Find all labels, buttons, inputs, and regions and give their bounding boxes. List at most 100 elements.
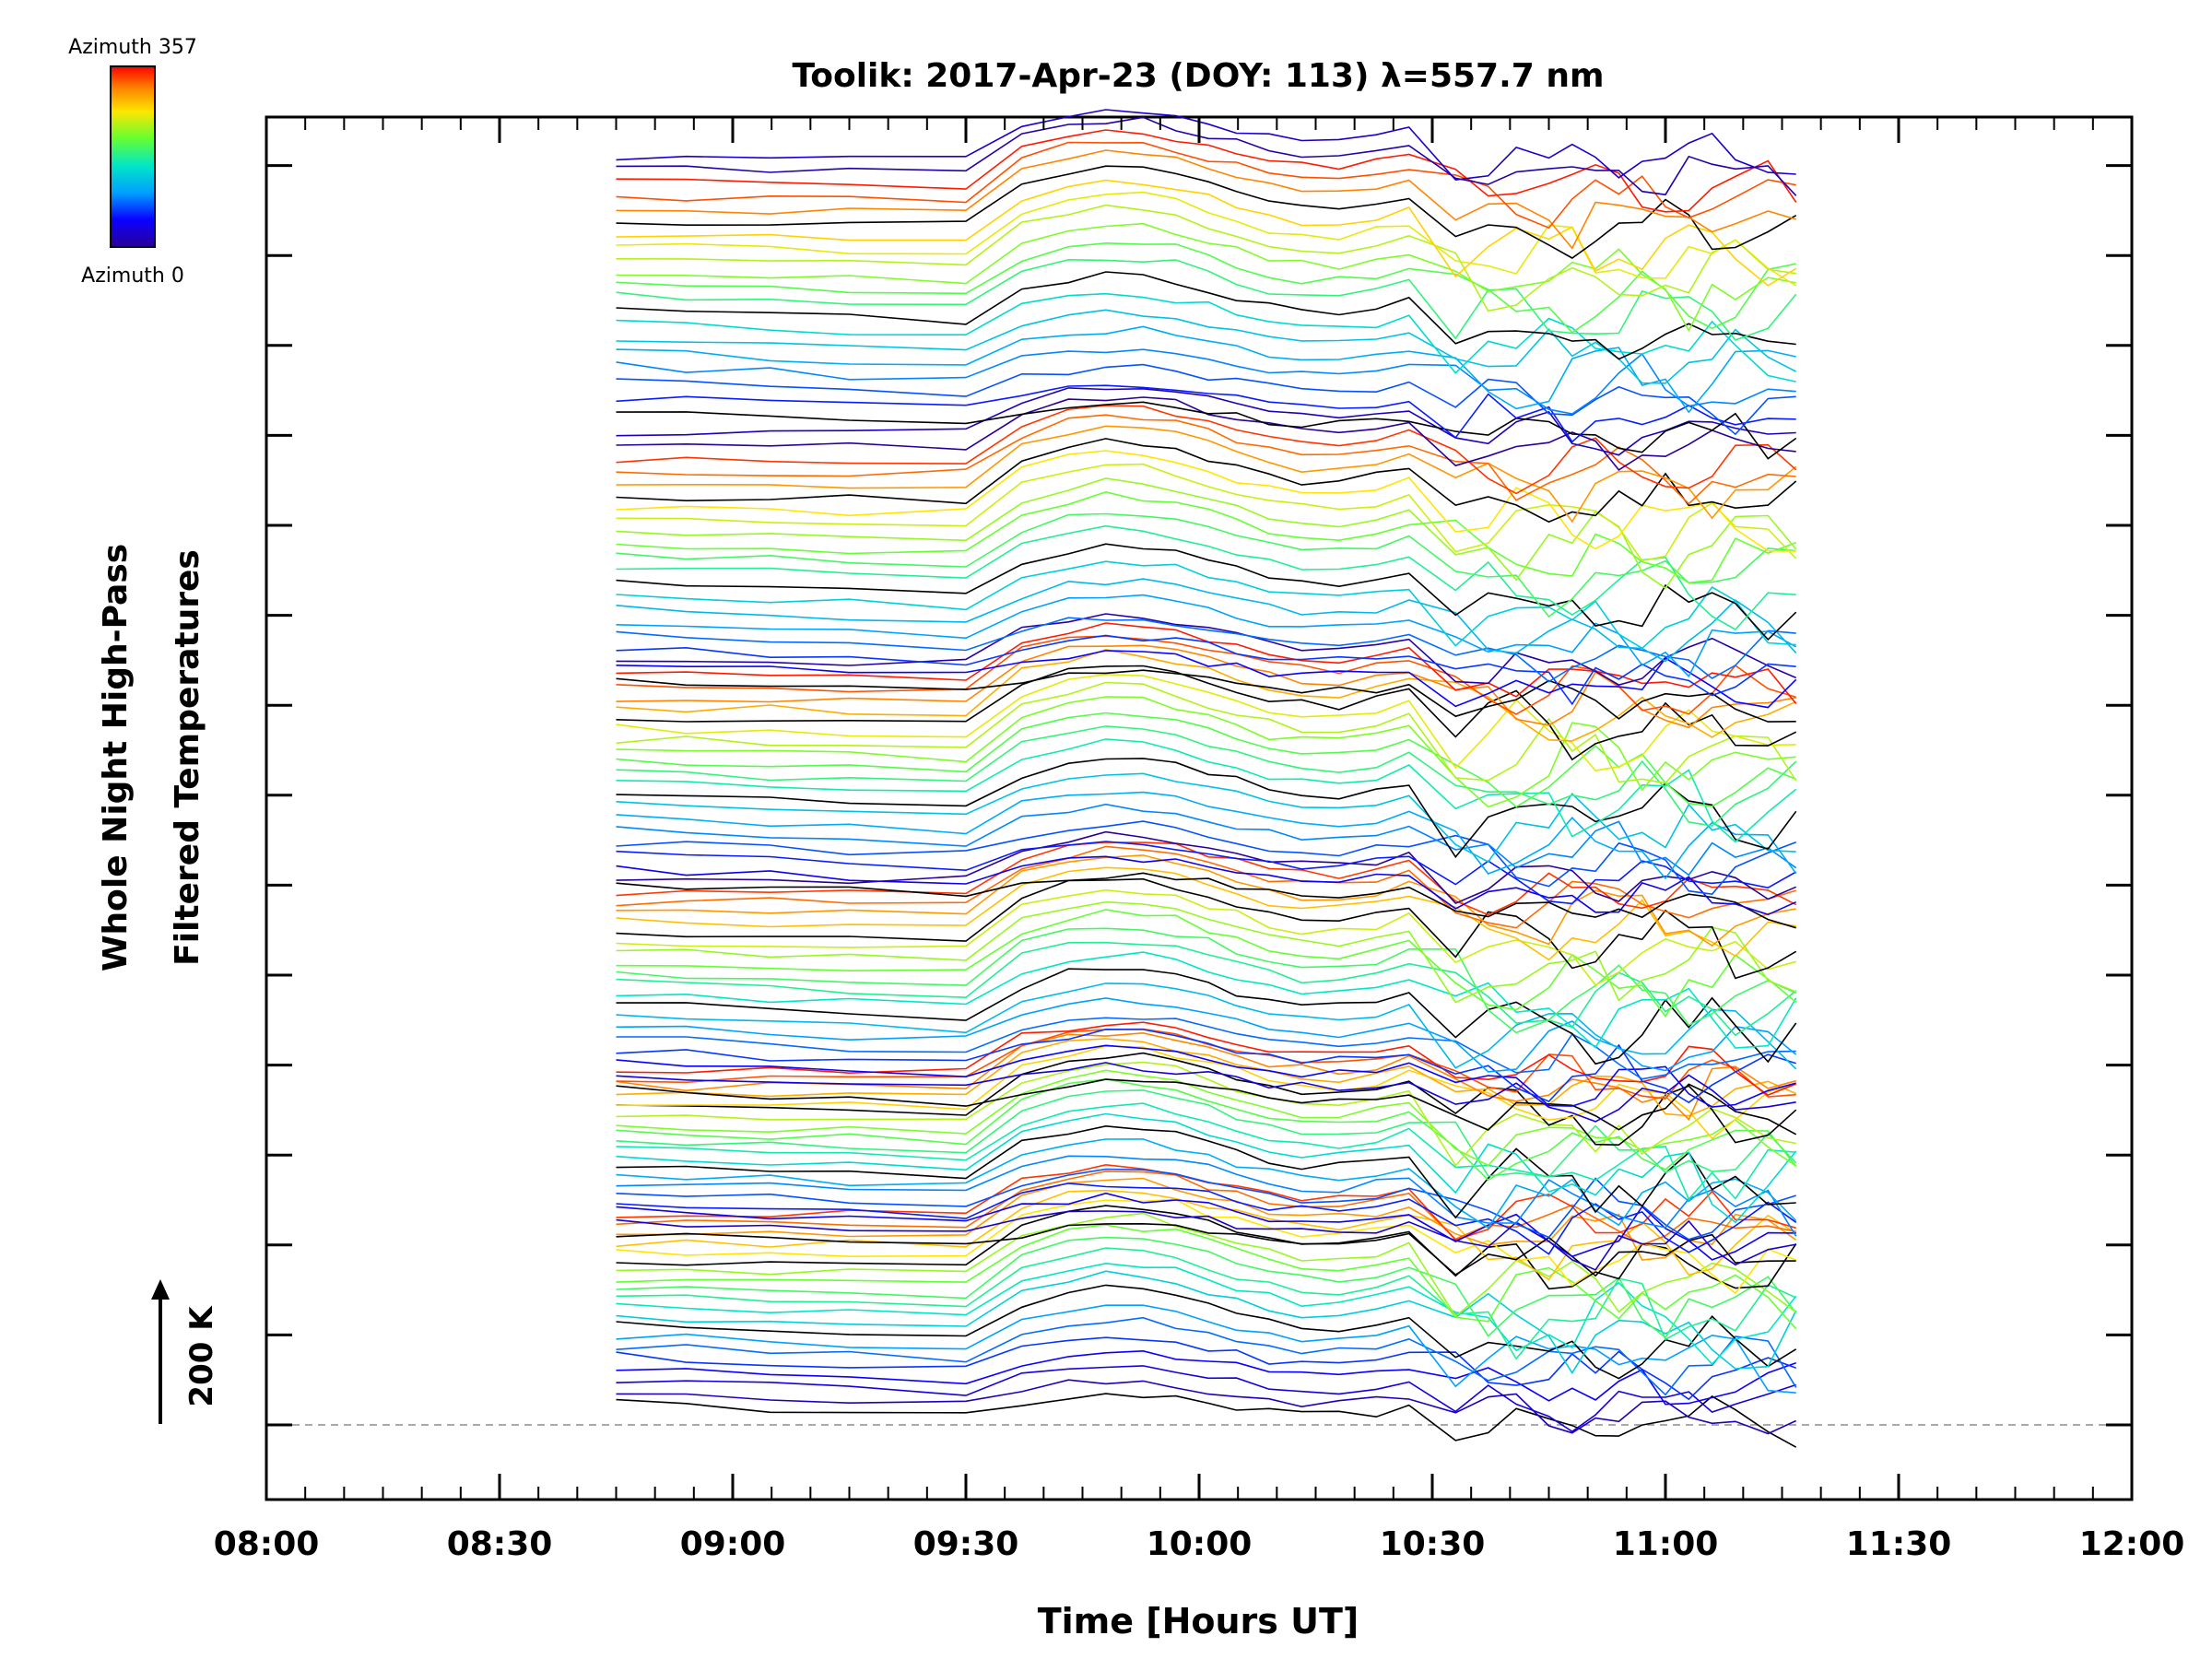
trace-line [616,1168,1796,1241]
trace-line [616,241,1796,334]
trace-line [616,803,1797,877]
y-axis-label-line2: Filtered Temperatures [169,549,206,966]
trace-line [616,1124,1796,1219]
trace-line [616,1163,1796,1241]
trace-line [616,1210,1796,1271]
trace-line [616,463,1797,562]
trace-line [616,1270,1797,1375]
trace-line [616,982,1797,1070]
trace-line [616,204,1796,312]
trace-line [616,772,1796,864]
scale-arrow-head [151,1279,170,1300]
trace-line [616,888,1796,986]
x-tick-label: 12:00 [2079,1525,2185,1563]
trace-line [616,872,1796,929]
x-tick-label: 09:00 [680,1525,786,1563]
colorbar-top-label: Azimuth 357 [68,36,197,59]
trace-line [616,665,1797,761]
x-tick-label: 11:30 [1846,1525,1952,1563]
trace-line [616,149,1796,250]
trace-line [616,1028,1796,1100]
trace-line [616,1112,1797,1224]
trace-line [616,1182,1797,1255]
trace-line [616,1102,1796,1201]
trace-line [616,866,1796,961]
trace-line [616,309,1797,384]
trace-line [616,179,1797,287]
trace-line [616,1077,1797,1182]
trace-line [616,854,1796,947]
trace-line [616,524,1796,631]
trace-line [616,1224,1797,1330]
trace-line [616,578,1797,663]
trace-line [616,909,1797,1018]
trace-line [616,396,1796,471]
trace-line [616,450,1796,552]
trace-line [616,1017,1796,1080]
trace-line [616,414,1796,505]
azimuth-colorbar: Azimuth 357 Azimuth 0 [68,36,197,288]
trace-line [616,1262,1797,1366]
trace-line [616,1222,1796,1277]
trace-line [616,681,1797,784]
scale-label: 200 K [183,1305,220,1407]
trace-line [616,109,1796,181]
trace-line [616,512,1796,618]
trace-line [616,222,1796,333]
trace-line [616,1138,1797,1230]
trace-line [616,271,1796,360]
trace-line [616,1379,1797,1435]
chart-title: Toolik: 2017-Apr-23 (DOY: 113) λ=557.7 n… [792,57,1604,95]
trace-line [616,292,1796,382]
x-tick-label: 10:30 [1380,1525,1486,1563]
colorbar-bottom-label: Azimuth 0 [81,265,184,288]
trace-line [616,791,1797,880]
x-axis-label: Time [Hours UT] [1038,1601,1359,1641]
trace-line [616,348,1796,415]
trace-line [616,1170,1796,1246]
trace-line [616,405,1797,495]
trace-line [616,543,1797,641]
trace-line [616,968,1797,1065]
trace-line [616,1316,1797,1396]
trace-line [616,363,1796,436]
trace-line [616,1155,1797,1237]
trace-line [616,116,1797,196]
trace-line [616,1212,1797,1318]
trace-line [616,560,1796,650]
trace-line [616,927,1797,1034]
trace-group [616,109,1797,1448]
trace-line [616,1365,1796,1433]
trace-line [616,820,1796,896]
trace-line [616,1069,1797,1167]
trace-line [616,438,1797,524]
trace-line [616,141,1796,229]
trace-line [616,401,1797,460]
trace-line [616,845,1796,929]
trace-line [616,477,1797,590]
trace-line [616,877,1797,980]
trace-line [616,951,1797,1049]
trace-line [616,1336,1796,1401]
trace-line [616,1189,1797,1281]
y-axis-label-line1: Whole Night High-Pass [97,544,135,971]
x-tick-label: 10:00 [1147,1525,1253,1563]
trace-line [616,165,1797,259]
trace-line [616,1177,1797,1261]
trace-line [616,712,1796,808]
trace-line [616,725,1797,827]
trace-line [616,191,1797,287]
trace-line [616,1349,1796,1406]
trace-line [616,841,1797,905]
trace-line [616,669,1796,723]
trace-line [616,634,1796,706]
trace-line [616,594,1797,678]
x-axis-ticks: 08:00 08:30 09:00 09:30 10:00 10:30 11:00 11:30… [214,117,2185,1563]
trace-line [616,648,1797,742]
trace-line [616,830,1797,905]
trace-line [616,841,1797,916]
trace-line [616,855,1797,916]
trace-line [616,673,1796,771]
trace-line [616,129,1797,213]
